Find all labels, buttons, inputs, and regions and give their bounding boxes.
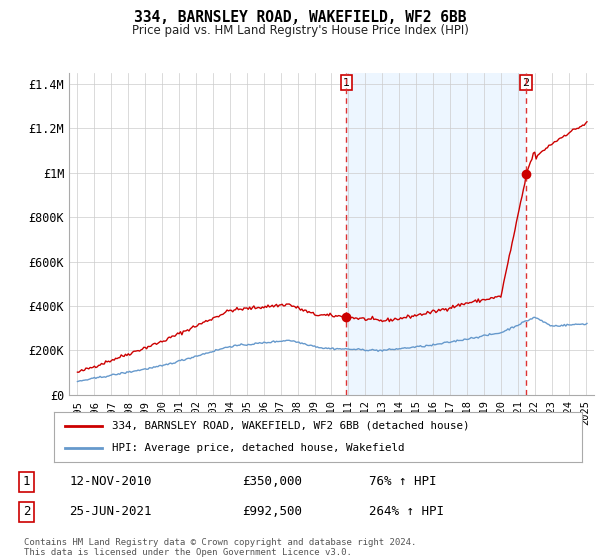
Text: 334, BARNSLEY ROAD, WAKEFIELD, WF2 6BB (detached house): 334, BARNSLEY ROAD, WAKEFIELD, WF2 6BB (…	[112, 421, 470, 431]
Text: 12-NOV-2010: 12-NOV-2010	[70, 475, 152, 488]
Text: 264% ↑ HPI: 264% ↑ HPI	[369, 506, 444, 519]
Text: 25-JUN-2021: 25-JUN-2021	[70, 506, 152, 519]
Text: 1: 1	[23, 475, 30, 488]
Text: 2: 2	[23, 506, 30, 519]
Text: HPI: Average price, detached house, Wakefield: HPI: Average price, detached house, Wake…	[112, 443, 404, 453]
Bar	[346, 73, 526, 395]
Text: £350,000: £350,000	[242, 475, 302, 488]
Text: Price paid vs. HM Land Registry's House Price Index (HPI): Price paid vs. HM Land Registry's House …	[131, 24, 469, 37]
Text: 1: 1	[343, 78, 350, 87]
Text: 334, BARNSLEY ROAD, WAKEFIELD, WF2 6BB: 334, BARNSLEY ROAD, WAKEFIELD, WF2 6BB	[134, 10, 466, 25]
Text: £992,500: £992,500	[242, 506, 302, 519]
Text: 2: 2	[523, 78, 529, 87]
Text: 76% ↑ HPI: 76% ↑ HPI	[369, 475, 437, 488]
Text: Contains HM Land Registry data © Crown copyright and database right 2024.
This d: Contains HM Land Registry data © Crown c…	[24, 538, 416, 557]
